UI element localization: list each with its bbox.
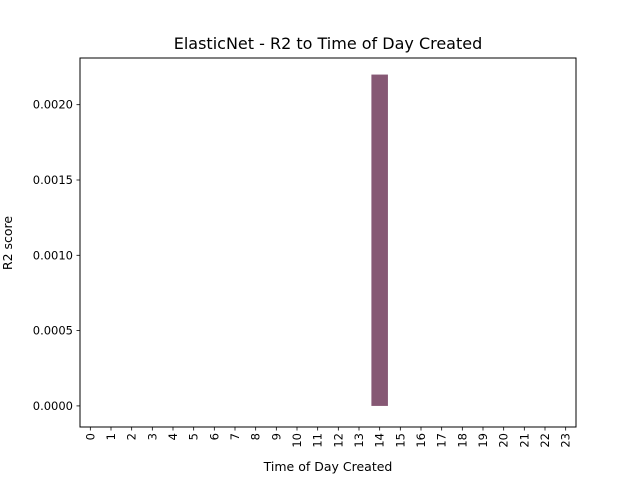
y-tick-label-0.0000: 0.0000 bbox=[33, 399, 73, 413]
bars-layer bbox=[371, 74, 388, 406]
x-tick-label-0: 0 bbox=[83, 433, 97, 440]
y-axis: 0.0000 0.0005 0.0010 0.0015 0.0020 bbox=[33, 98, 80, 413]
x-tick-label-9: 9 bbox=[269, 433, 283, 440]
x-tick-label-11: 11 bbox=[311, 433, 325, 448]
x-tick-label-3: 3 bbox=[145, 433, 159, 440]
x-tick-label-8: 8 bbox=[249, 433, 263, 440]
x-tick-label-20: 20 bbox=[497, 433, 511, 448]
plot-frame bbox=[79, 57, 577, 428]
x-tick-label-2: 2 bbox=[125, 433, 139, 440]
x-axis-label: Time of Day Created bbox=[263, 459, 393, 474]
x-tick-label-12: 12 bbox=[331, 433, 345, 448]
x-axis: 0 1 2 3 4 5 6 7 8 9 10 11 12 13 14 15 16 17 18 19 20 21 22 23 bbox=[83, 427, 573, 448]
x-tick-label-14: 14 bbox=[373, 433, 387, 448]
x-tick-label-5: 5 bbox=[187, 433, 201, 440]
x-tick-label-17: 17 bbox=[435, 433, 449, 448]
x-tick-label-13: 13 bbox=[352, 433, 366, 448]
x-tick-label-4: 4 bbox=[166, 433, 180, 440]
x-tick-label-18: 18 bbox=[455, 433, 469, 448]
y-tick-label-0.0005: 0.0005 bbox=[33, 324, 73, 338]
y-tick-label-0.0010: 0.0010 bbox=[33, 248, 73, 262]
y-axis-label: R2 score bbox=[0, 216, 15, 271]
x-tick-label-6: 6 bbox=[207, 433, 221, 440]
chart-title: ElasticNet - R2 to Time of Day Created bbox=[174, 34, 483, 53]
x-tick-label-21: 21 bbox=[517, 433, 531, 448]
x-tick-label-19: 19 bbox=[476, 433, 490, 448]
x-tick-label-15: 15 bbox=[393, 433, 407, 448]
y-tick-label-0.0015: 0.0015 bbox=[33, 173, 73, 187]
x-tick-label-22: 22 bbox=[538, 433, 552, 448]
x-tick-label-10: 10 bbox=[290, 433, 304, 448]
x-tick-label-23: 23 bbox=[559, 433, 573, 448]
x-tick-label-7: 7 bbox=[228, 433, 242, 440]
x-tick-label-16: 16 bbox=[414, 433, 428, 448]
x-tick-label-1: 1 bbox=[104, 433, 118, 440]
y-tick-label-0.0020: 0.0020 bbox=[33, 98, 73, 112]
bar-14 bbox=[371, 74, 388, 406]
